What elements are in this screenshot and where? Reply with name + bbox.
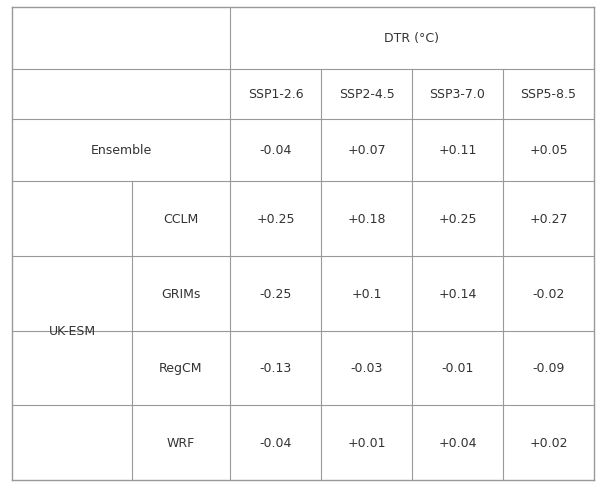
- Text: +0.14: +0.14: [438, 287, 477, 300]
- Text: -0.04: -0.04: [259, 436, 291, 449]
- Text: WRF: WRF: [167, 436, 195, 449]
- Text: Ensemble: Ensemble: [90, 144, 152, 157]
- Text: -0.02: -0.02: [532, 287, 565, 300]
- Text: RegCM: RegCM: [159, 362, 203, 375]
- Text: +0.25: +0.25: [438, 212, 477, 225]
- Text: +0.04: +0.04: [438, 436, 477, 449]
- Text: -0.09: -0.09: [532, 362, 565, 375]
- Text: DTR (°C): DTR (°C): [384, 32, 439, 45]
- Text: CCLM: CCLM: [164, 212, 199, 225]
- Text: SSP5-8.5: SSP5-8.5: [521, 88, 576, 102]
- Text: +0.27: +0.27: [529, 212, 568, 225]
- Text: +0.07: +0.07: [347, 144, 386, 157]
- Text: SSP1-2.6: SSP1-2.6: [248, 88, 304, 102]
- Text: +0.02: +0.02: [529, 436, 568, 449]
- Text: SSP2-4.5: SSP2-4.5: [339, 88, 395, 102]
- Text: +0.05: +0.05: [529, 144, 568, 157]
- Text: -0.01: -0.01: [441, 362, 474, 375]
- Text: -0.25: -0.25: [259, 287, 291, 300]
- Text: SSP3-7.0: SSP3-7.0: [430, 88, 485, 102]
- Text: +0.18: +0.18: [347, 212, 386, 225]
- Text: +0.1: +0.1: [351, 287, 382, 300]
- Text: -0.13: -0.13: [259, 362, 291, 375]
- Text: GRIMs: GRIMs: [161, 287, 201, 300]
- Text: UK-ESM: UK-ESM: [48, 325, 96, 337]
- Text: -0.04: -0.04: [259, 144, 291, 157]
- Text: +0.25: +0.25: [256, 212, 295, 225]
- Text: -0.03: -0.03: [350, 362, 382, 375]
- Text: +0.01: +0.01: [347, 436, 386, 449]
- Text: +0.11: +0.11: [438, 144, 477, 157]
